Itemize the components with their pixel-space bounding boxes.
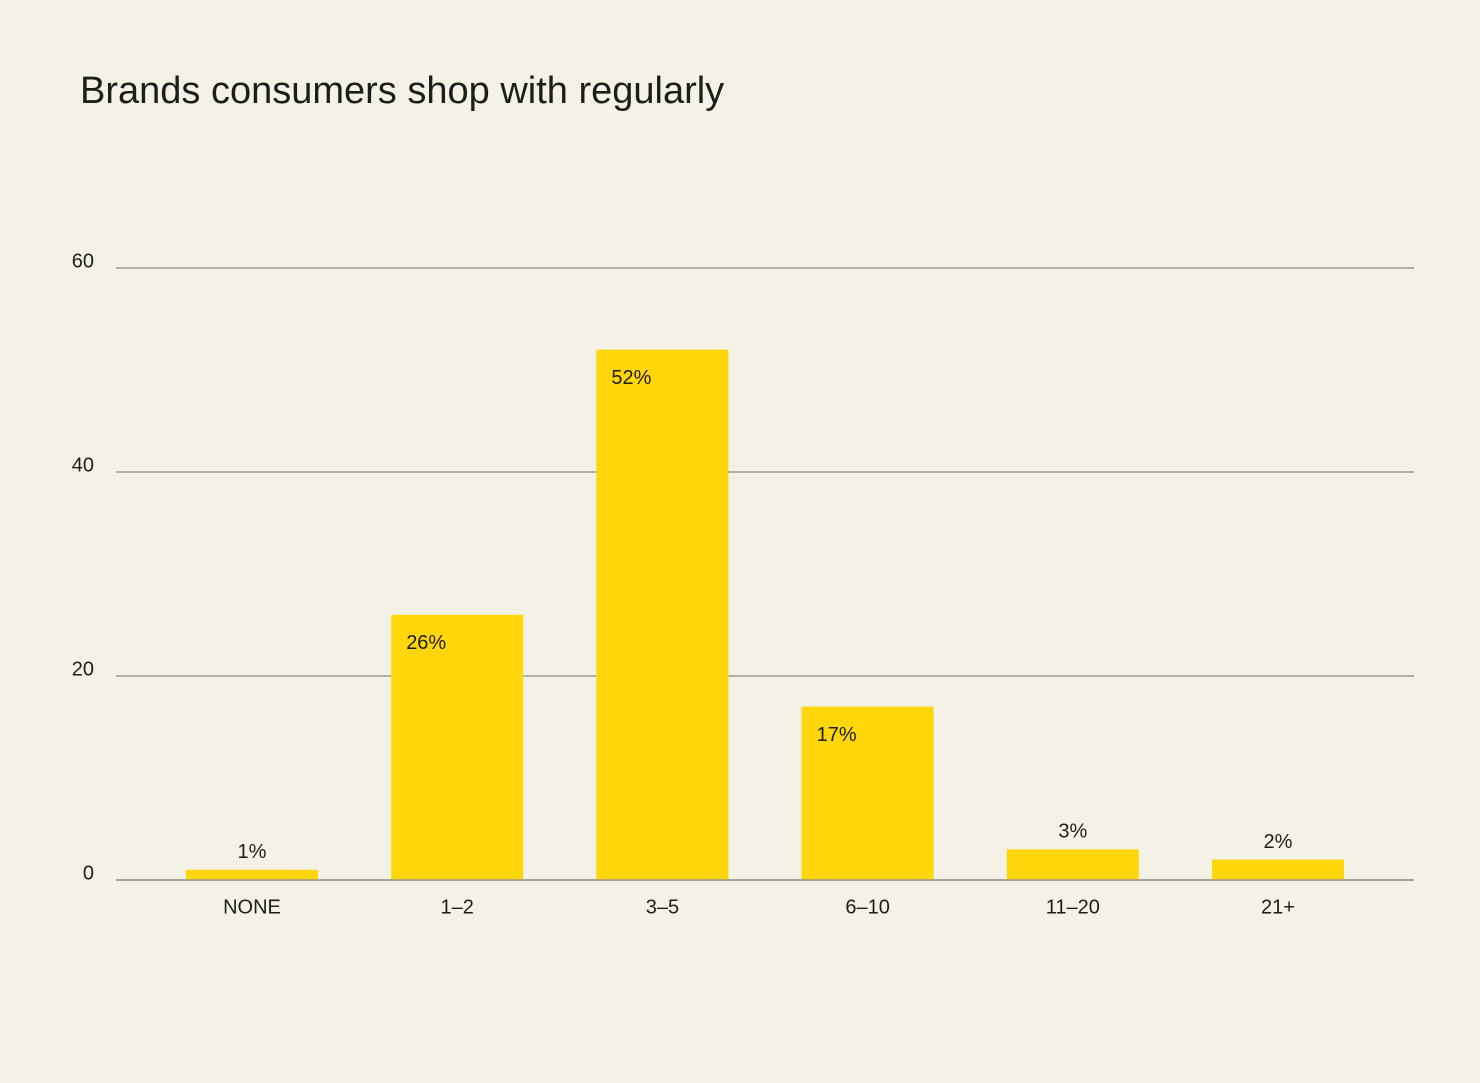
x-tick-label: 3–5 — [646, 896, 679, 918]
y-tick-label: 60 — [72, 250, 94, 272]
bar — [596, 349, 729, 881]
value-label: 2% — [1264, 831, 1293, 853]
x-tick-label: 6–10 — [845, 896, 890, 918]
x-tick-label: 1–2 — [441, 896, 474, 918]
bar — [1212, 859, 1344, 880]
x-tick-label: 21+ — [1261, 896, 1295, 918]
y-tick-label: 40 — [72, 454, 94, 476]
y-tick-label: 20 — [72, 658, 94, 680]
chart-title: Brands consumers shop with regularly — [80, 70, 724, 112]
bar — [1006, 849, 1139, 880]
bar — [391, 614, 524, 880]
value-label: 1% — [238, 841, 267, 863]
value-label: 3% — [1058, 821, 1087, 843]
bar — [801, 706, 934, 880]
bar — [186, 869, 318, 880]
x-tick-label: 11–20 — [1046, 896, 1100, 918]
value-label: 26% — [406, 632, 446, 654]
x-tick-label: NONE — [223, 896, 281, 918]
value-label: 17% — [817, 724, 857, 746]
value-label: 52% — [611, 367, 651, 389]
y-tick-label: 0 — [83, 862, 94, 884]
